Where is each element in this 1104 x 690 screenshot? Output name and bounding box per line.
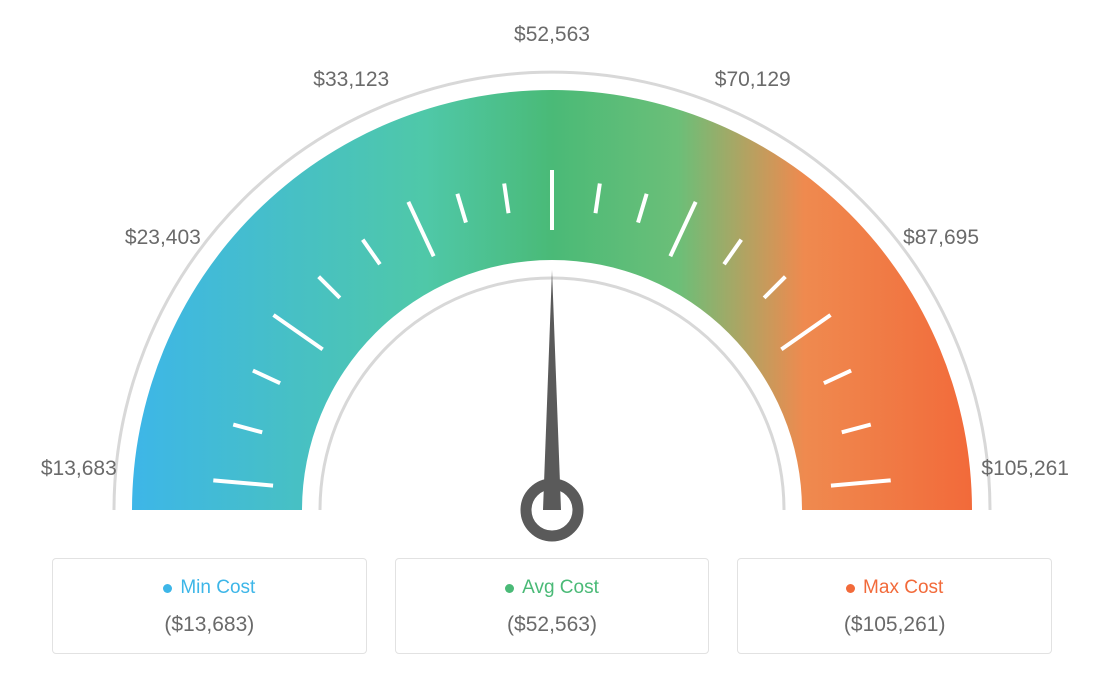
legend-title-avg: Avg Cost xyxy=(505,577,599,599)
legend-value: ($52,563) xyxy=(406,613,699,637)
legend-box-min: Min Cost ($13,683) xyxy=(52,558,367,654)
legend-box-avg: Avg Cost ($52,563) xyxy=(395,558,710,654)
gauge-tick-label: $87,695 xyxy=(903,226,979,250)
gauge-tick-label: $33,123 xyxy=(313,68,389,92)
gauge-tick-label: $70,129 xyxy=(715,68,791,92)
gauge-tick-label: $13,683 xyxy=(41,457,117,481)
dot-icon xyxy=(163,584,172,593)
legend-label: Max Cost xyxy=(863,577,943,599)
legend-value: ($13,683) xyxy=(63,613,356,637)
dot-icon xyxy=(846,584,855,593)
gauge-tick-label: $52,563 xyxy=(514,23,590,47)
legend-label: Min Cost xyxy=(180,577,255,599)
gauge-chart: $13,683 $23,403 $33,123 $52,563 $70,129 $87,6… xyxy=(20,20,1084,550)
gauge-svg xyxy=(20,20,1084,550)
legend-value: ($105,261) xyxy=(748,613,1041,637)
gauge-tick-label: $23,403 xyxy=(125,226,201,250)
legend-title-max: Max Cost xyxy=(846,577,943,599)
legend-box-max: Max Cost ($105,261) xyxy=(737,558,1052,654)
gauge-tick-label: $105,261 xyxy=(981,457,1069,481)
dot-icon xyxy=(505,584,514,593)
legend-row: Min Cost ($13,683) Avg Cost ($52,563) Ma… xyxy=(52,558,1052,654)
legend-title-min: Min Cost xyxy=(163,577,255,599)
legend-label: Avg Cost xyxy=(522,577,599,599)
